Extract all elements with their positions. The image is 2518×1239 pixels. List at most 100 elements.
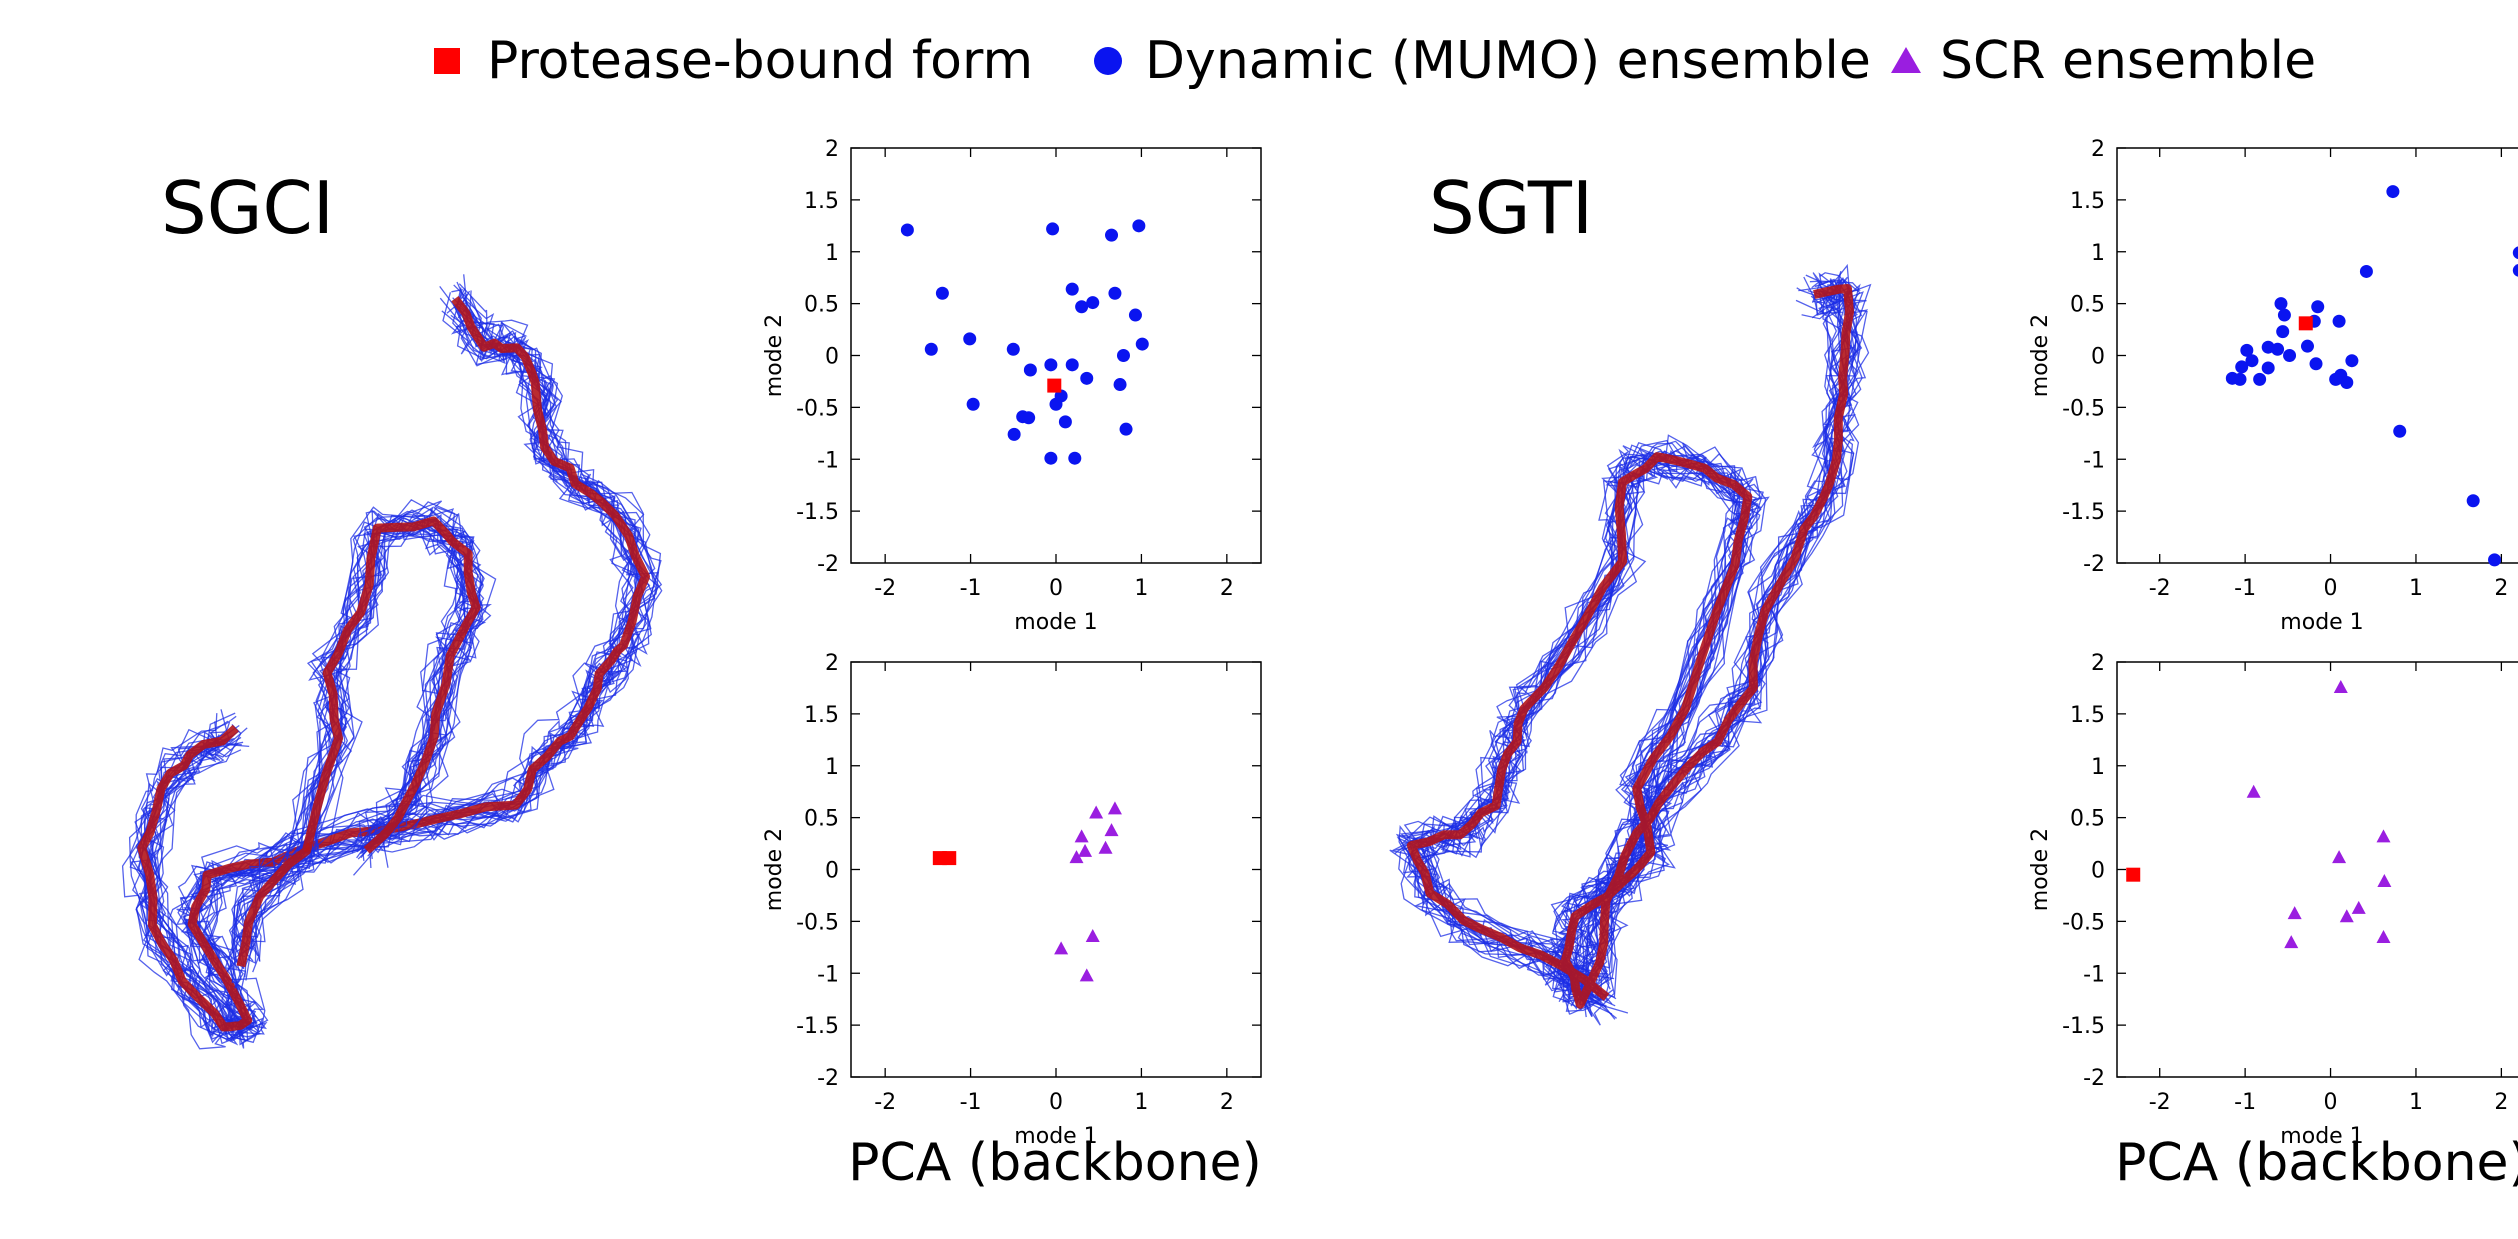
- point: [2333, 315, 2346, 328]
- point: [1086, 296, 1099, 309]
- point: [2275, 297, 2288, 310]
- structure-trace: [1401, 277, 1855, 1006]
- x-tick-label: 0: [1049, 1090, 1063, 1115]
- panel-label: SGCI: [161, 166, 334, 250]
- structure-trace: [1418, 288, 1862, 1008]
- y-tick-label: -2: [2083, 1066, 2105, 1091]
- structure-trace: [141, 301, 661, 1030]
- y-tick-label: -0.5: [2062, 910, 2105, 935]
- y-axis-label: mode 2: [762, 314, 787, 397]
- point: [2262, 361, 2275, 374]
- y-tick-label: -1.5: [796, 1014, 839, 1039]
- point: [2126, 868, 2140, 882]
- structure-trace: [1403, 280, 1857, 1017]
- x-tick-label: 2: [1220, 576, 1234, 601]
- y-tick-label: -1: [817, 448, 839, 473]
- y-tick-label: 1.5: [2070, 703, 2105, 728]
- point: [1075, 300, 1088, 313]
- point: [2253, 373, 2266, 386]
- y-tick-label: 1.5: [804, 703, 839, 728]
- structure-trace: [1418, 290, 1861, 1006]
- point: [1132, 219, 1145, 232]
- y-tick-label: 0.5: [804, 293, 839, 318]
- point: [2276, 325, 2289, 338]
- y-tick-label: -2: [2083, 552, 2105, 577]
- x-tick-label: 1: [1134, 576, 1148, 601]
- y-tick-label: -0.5: [2062, 396, 2105, 421]
- x-axis-label: mode 1: [2280, 610, 2363, 635]
- x-tick-label: -2: [2149, 1090, 2171, 1115]
- x-tick-label: -1: [960, 1090, 982, 1115]
- point: [1024, 364, 1037, 377]
- point: [2301, 340, 2314, 353]
- structure-trace: [1430, 283, 1867, 1004]
- point: [2234, 373, 2247, 386]
- structure-trace: [144, 312, 655, 1041]
- y-tick-label: -0.5: [796, 910, 839, 935]
- y-tick-label: 0.5: [804, 807, 839, 832]
- legend-label: Dynamic (MUMO) ensemble: [1145, 31, 1871, 91]
- structure-trace: [145, 274, 660, 1024]
- x-tick-label: 0: [2324, 1090, 2338, 1115]
- x-tick-label: -1: [2234, 576, 2256, 601]
- y-tick-label: 0: [825, 345, 839, 370]
- y-tick-label: -1: [2083, 448, 2105, 473]
- structure-trace: [130, 286, 648, 1035]
- y-tick-label: 0: [2091, 859, 2105, 884]
- structure-trace: [145, 305, 659, 1033]
- structure-trace: [148, 289, 646, 1044]
- point: [2311, 300, 2324, 313]
- point: [2488, 553, 2501, 566]
- y-axis-label: mode 2: [2028, 828, 2053, 911]
- y-tick-label: -1.5: [796, 500, 839, 525]
- point: [1008, 428, 1021, 441]
- point: [1129, 309, 1142, 322]
- point: [2235, 360, 2248, 373]
- y-tick-label: 2: [2091, 137, 2105, 162]
- structure-trace: [1416, 286, 1860, 1012]
- structure-trace: [141, 290, 658, 1042]
- point: [1136, 338, 1149, 351]
- point: [1059, 415, 1072, 428]
- y-tick-label: 2: [2091, 651, 2105, 676]
- plot-frame: [2117, 148, 2518, 563]
- y-tick-label: 2: [825, 137, 839, 162]
- point: [2393, 425, 2406, 438]
- page: {"panels": [{"label": "SGCI", "caption":…: [0, 0, 2518, 1239]
- legend-label: Protease-bound form: [487, 31, 1033, 91]
- point: [925, 343, 938, 356]
- structure-trace: [139, 306, 640, 1031]
- point: [1046, 222, 1059, 235]
- plot-frame: [2117, 662, 2518, 1077]
- point: [1050, 398, 1063, 411]
- x-tick-label: 0: [2324, 576, 2338, 601]
- y-tick-label: 1: [825, 755, 839, 780]
- y-tick-label: 1: [2091, 241, 2105, 266]
- y-tick-label: -0.5: [796, 396, 839, 421]
- legend-marker: [1094, 47, 1122, 75]
- x-tick-label: -2: [874, 1090, 896, 1115]
- structure-trace: [1399, 291, 1855, 1009]
- point: [1044, 452, 1057, 465]
- y-axis-label: mode 2: [2028, 314, 2053, 397]
- x-axis-label: mode 1: [1014, 1124, 1097, 1149]
- point: [1068, 452, 1081, 465]
- point: [2299, 316, 2313, 330]
- y-tick-label: 0: [2091, 345, 2105, 370]
- x-tick-label: 2: [2494, 1090, 2508, 1115]
- point: [2340, 376, 2353, 389]
- legend-label: SCR ensemble: [1940, 31, 2316, 91]
- structure-trace: [1408, 280, 1857, 997]
- point: [2271, 343, 2284, 356]
- point: [942, 851, 956, 865]
- structure-trace: [137, 292, 641, 1035]
- x-tick-label: 2: [2494, 576, 2508, 601]
- y-tick-label: 0.5: [2070, 807, 2105, 832]
- x-axis-label: mode 1: [2280, 1124, 2363, 1149]
- point: [1044, 358, 1057, 371]
- point: [1114, 378, 1127, 391]
- y-tick-label: 1.5: [2070, 189, 2105, 214]
- y-tick-label: 1.5: [804, 189, 839, 214]
- structure-trace: [1407, 277, 1862, 1007]
